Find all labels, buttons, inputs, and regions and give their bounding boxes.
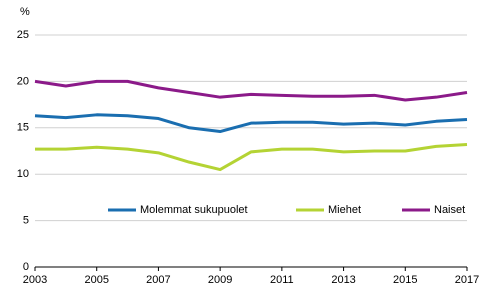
x-tick-label: 2009 — [208, 274, 232, 286]
x-tick-label: 2007 — [146, 274, 170, 286]
y-tick-label: 20 — [17, 75, 29, 87]
y-tick-label: 10 — [17, 168, 29, 180]
y-tick-label: 15 — [17, 122, 29, 134]
legend-label: Naiset — [434, 204, 465, 216]
y-tick-label: 5 — [23, 215, 29, 227]
y-tick-label: 0 — [23, 261, 29, 273]
legend-label: Molemmat sukupuolet — [140, 204, 248, 216]
x-tick-label: 2017 — [455, 274, 479, 286]
x-tick-label: 2003 — [23, 274, 47, 286]
series-line — [34, 79, 468, 102]
legend-box — [100, 200, 430, 220]
x-tick-label: 2011 — [270, 274, 294, 286]
series-line — [35, 143, 468, 172]
x-tick-label: 2005 — [84, 274, 108, 286]
x-tick-label: 2015 — [393, 274, 417, 286]
y-axis-label: % — [20, 6, 30, 18]
y-tick-label: 25 — [17, 29, 29, 41]
legend-label: Miehet — [328, 204, 361, 216]
series-line — [34, 113, 468, 134]
x-tick-label: 2013 — [331, 274, 355, 286]
